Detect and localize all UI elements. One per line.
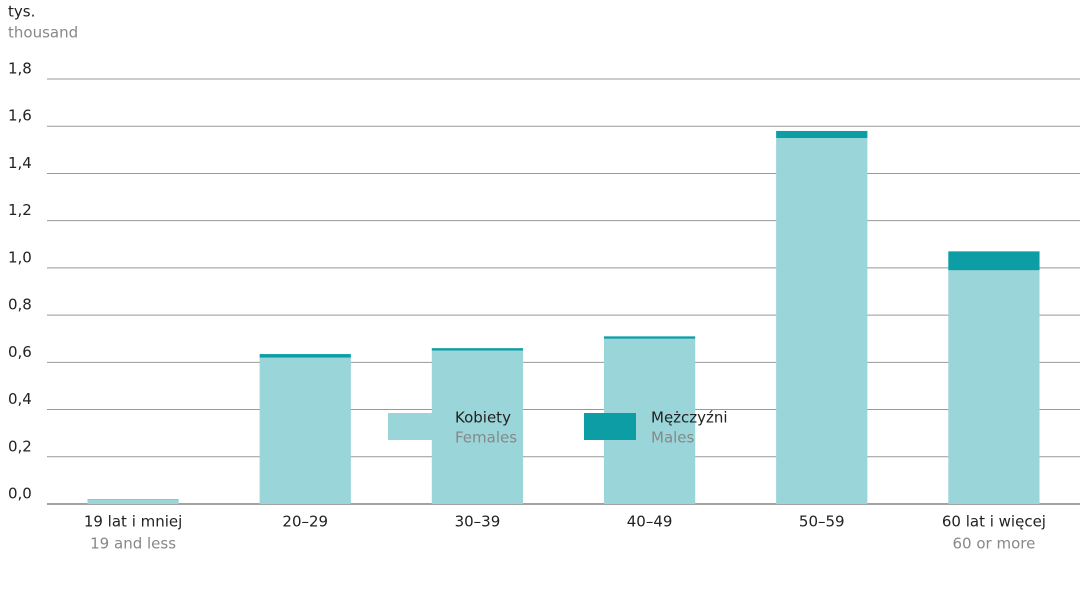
- legend-label-en: Females: [455, 429, 517, 447]
- y-axis-label: tys.: [8, 3, 35, 21]
- y-tick-label: 0,6: [8, 343, 32, 361]
- y-tick-label: 1,0: [8, 248, 32, 266]
- bar-segment: [948, 270, 1040, 504]
- bar-segment: [87, 499, 179, 504]
- legend-swatch: [584, 413, 636, 440]
- y-tick-label: 1,2: [8, 201, 32, 219]
- y-tick-label: 1,8: [8, 60, 32, 78]
- legend-label: Kobiety: [455, 409, 511, 427]
- bar-segment: [948, 251, 1040, 271]
- legend-label: Mężczyźni: [651, 409, 728, 427]
- x-tick-label: 50–59: [799, 513, 845, 531]
- y-axis-label-en: thousand: [8, 24, 78, 42]
- bar-segment: [776, 138, 868, 504]
- bar-segment: [431, 348, 524, 351]
- y-tick-label: 0,8: [8, 296, 32, 314]
- x-tick-label: 40–49: [627, 513, 673, 531]
- bar-segment: [431, 350, 524, 504]
- y-tick-label: 1,6: [8, 107, 32, 125]
- legend-swatch: [388, 413, 440, 440]
- bar-segment: [603, 336, 696, 339]
- bar-segment: [776, 130, 868, 139]
- x-tick-label-en: 19 and less: [90, 535, 176, 553]
- bar-segment: [259, 354, 351, 358]
- x-tick-label: 60 lat i więcej: [942, 513, 1046, 531]
- legend-label-en: Males: [651, 429, 695, 447]
- y-tick-label: 1,4: [8, 154, 32, 172]
- y-tick-label: 0,4: [8, 390, 32, 408]
- x-tick-label: 20–29: [282, 513, 328, 531]
- y-tick-label: 0,2: [8, 437, 32, 455]
- x-tick-label: 19 lat i mniej: [84, 513, 182, 531]
- bar-segment: [259, 357, 351, 504]
- y-tick-label: 0,0: [8, 485, 32, 503]
- x-tick-label-en: 60 or more: [953, 535, 1036, 553]
- x-tick-label: 30–39: [455, 513, 501, 531]
